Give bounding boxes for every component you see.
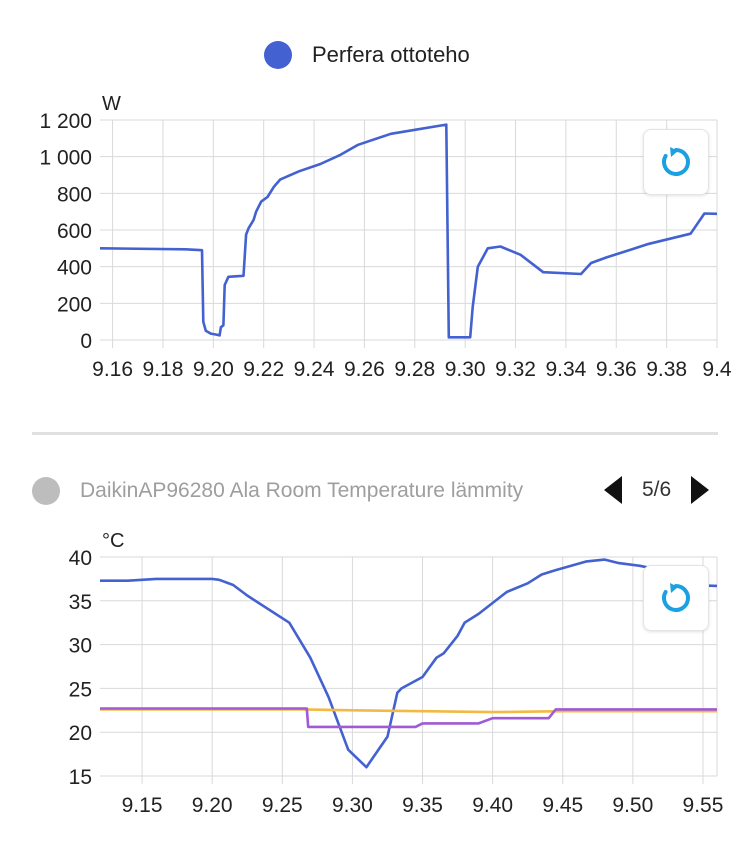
chart1-ytick-label: 600 <box>57 220 92 243</box>
chart1-xtick-label: 9.30 <box>445 358 486 381</box>
chart2-ytick-label: 30 <box>69 635 92 658</box>
chart1-xtick-label: 9.36 <box>596 358 637 381</box>
chart2-xtick-label: 9.55 <box>683 794 724 817</box>
chart2-xtick-label: 9.30 <box>332 794 373 817</box>
chart1-ytick-label: 800 <box>57 183 92 206</box>
chart2-unit-label: °C <box>102 530 124 552</box>
pager-text: 5/6 <box>642 478 672 501</box>
chart1-plot[interactable]: 0 200 400 600 800 1 000 1 200 9.16 9.18 9.20 9.22 9… <box>0 0 749 420</box>
chart2-reset-zoom-button[interactable] <box>643 565 709 631</box>
chart1-legend-label: Perfera ottoteho <box>312 42 470 67</box>
chart2-ytick-label: 40 <box>69 547 92 570</box>
chart1-xtick-label: 9.32 <box>495 358 536 381</box>
chart1-xtick-label: 9.24 <box>294 358 335 381</box>
chart2-legend-dot <box>32 477 60 505</box>
chart1-xtick-label: 9.20 <box>193 358 234 381</box>
chart2-series-line-1 <box>100 708 717 714</box>
chart2-xtick-label: 9.25 <box>262 794 303 817</box>
chart1-ytick-label: 400 <box>57 257 92 280</box>
pager-prev-icon[interactable] <box>604 476 622 504</box>
chart1-xtick-label: 9.16 <box>92 358 133 381</box>
chart1-xtick-label: 9.34 <box>545 358 586 381</box>
refresh-icon <box>662 147 690 176</box>
pager-next-icon[interactable] <box>691 476 710 504</box>
chart1-unit-label: W <box>102 93 121 115</box>
chart2-xtick-label: 9.40 <box>472 794 513 817</box>
chart2-ytick-label: 25 <box>69 678 92 701</box>
chart1-xtick-label: 9.4 <box>702 358 732 381</box>
chart1-series-line-0 <box>100 123 717 339</box>
section-divider <box>32 432 718 435</box>
chart1-ytick-label: 0 <box>80 330 92 353</box>
chart1-ytick-label: 200 <box>57 293 92 316</box>
chart1-reset-zoom-button[interactable] <box>643 129 709 195</box>
chart1-ytick-label: 1 200 <box>39 110 92 133</box>
chart2-xtick-label: 9.50 <box>612 794 653 817</box>
chart1-xtick-label: 9.38 <box>646 358 687 381</box>
legend-pager: 5/6 <box>604 476 710 504</box>
chart2-ytick-label: 35 <box>69 591 92 614</box>
chart1-xtick-label: 9.28 <box>394 358 435 381</box>
refresh-icon <box>662 583 690 612</box>
chart2-xtick-label: 9.45 <box>542 794 583 817</box>
chart2-ytick-label: 20 <box>69 722 92 745</box>
chart1-ytick-label: 1 000 <box>39 147 92 170</box>
chart2-xtick-label: 9.15 <box>122 794 163 817</box>
chart2-legend[interactable]: DaikinAP96280 Ala Room Temperature lämmi… <box>32 477 585 505</box>
chart1-xtick-label: 9.18 <box>143 358 184 381</box>
chart1-legend[interactable]: Perfera ottoteho <box>264 41 470 69</box>
chart1-legend-dot <box>264 41 292 69</box>
chart2-xtick-label: 9.35 <box>402 794 443 817</box>
chart2-ytick-label: 15 <box>69 766 92 789</box>
chart2-legend-label: DaikinAP96280 Ala Room Temperature lämmi… <box>80 479 524 502</box>
chart2-series-line-2 <box>100 707 717 729</box>
chart2-xtick-label: 9.20 <box>192 794 233 817</box>
chart1-xtick-label: 9.22 <box>243 358 284 381</box>
chart1-xtick-label: 9.26 <box>344 358 385 381</box>
chart2-series-line-0 <box>100 558 717 769</box>
